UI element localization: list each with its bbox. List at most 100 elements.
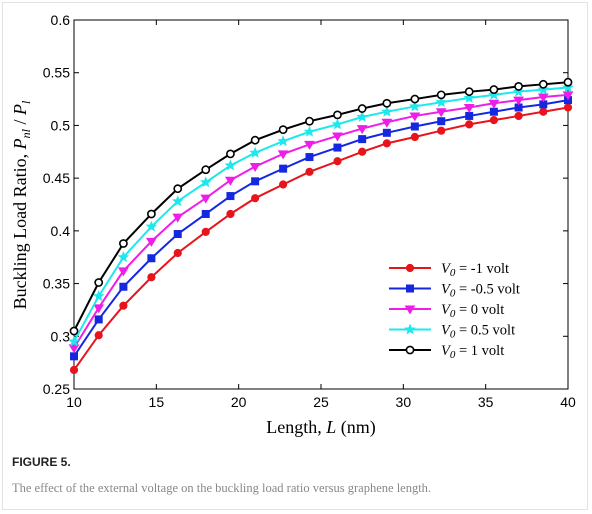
data-point xyxy=(278,125,288,135)
y-tick-label: 0.3 xyxy=(51,328,71,344)
data-point xyxy=(224,159,237,171)
data-point xyxy=(333,157,342,166)
data-point xyxy=(69,365,79,375)
data-point xyxy=(562,91,574,101)
data-point xyxy=(464,87,474,97)
series-4 xyxy=(69,77,573,336)
data-point xyxy=(249,163,261,173)
y-tick-label: 0.4 xyxy=(51,223,71,239)
data-point xyxy=(356,110,368,122)
data-point xyxy=(356,125,368,135)
data-point xyxy=(146,209,156,219)
data-point xyxy=(381,105,393,117)
data-point xyxy=(117,251,130,263)
data-point xyxy=(145,220,158,232)
data-point xyxy=(303,125,316,137)
data-point xyxy=(225,176,236,186)
x-tick-label: 35 xyxy=(478,394,494,410)
data-point xyxy=(305,116,314,126)
figure-caption: The effect of the external voltage on th… xyxy=(12,481,432,495)
data-point xyxy=(357,104,367,113)
data-point xyxy=(119,282,128,291)
data-point xyxy=(409,100,421,112)
data-point xyxy=(201,165,211,175)
series-line xyxy=(73,106,569,371)
figure-frame xyxy=(2,2,588,510)
data-point xyxy=(489,107,498,116)
data-point xyxy=(201,227,210,237)
legend-label: V0 = 1 volt xyxy=(441,343,504,361)
y-tick-label: 0.35 xyxy=(43,276,70,292)
data-point xyxy=(563,77,573,87)
data-point xyxy=(437,126,446,135)
data-point xyxy=(226,149,235,159)
data-point xyxy=(118,267,129,277)
legend-marker xyxy=(404,323,416,335)
y-tick-label: 0.55 xyxy=(43,65,70,81)
data-point xyxy=(201,209,210,218)
x-tick-label: 25 xyxy=(313,394,329,410)
data-point xyxy=(279,164,288,173)
legend: V0 = -1 volt V0 = -0.5 volt V0 = 0 volt V0 … xyxy=(389,261,520,361)
data-point xyxy=(93,304,105,314)
data-point xyxy=(147,254,156,263)
data-point xyxy=(539,107,548,116)
data-point xyxy=(382,139,391,148)
data-point xyxy=(437,117,446,126)
data-point xyxy=(410,94,420,104)
data-point xyxy=(70,352,78,361)
data-point xyxy=(489,116,498,125)
data-point xyxy=(537,93,549,103)
data-point xyxy=(172,213,184,223)
data-point xyxy=(68,335,80,347)
data-point xyxy=(119,301,128,310)
data-point xyxy=(279,180,288,189)
data-point xyxy=(512,85,525,97)
data-point xyxy=(514,111,523,121)
data-point xyxy=(465,120,474,129)
data-point xyxy=(226,209,235,219)
figure-label: FIGURE 5. xyxy=(12,455,71,469)
legend-label: V0 = -1 volt xyxy=(441,261,509,279)
data-point xyxy=(171,195,184,207)
series-line xyxy=(73,93,569,349)
data-point xyxy=(333,143,342,152)
x-tick-label: 30 xyxy=(396,394,412,410)
x-tick-label: 20 xyxy=(231,394,247,410)
data-point xyxy=(563,103,573,112)
data-point xyxy=(199,176,212,188)
data-point xyxy=(513,96,524,106)
data-point xyxy=(488,88,500,100)
data-point xyxy=(69,326,79,336)
data-point xyxy=(358,135,367,144)
data-point xyxy=(251,177,260,186)
data-point xyxy=(465,111,474,120)
data-point xyxy=(250,135,260,145)
data-point xyxy=(381,118,393,128)
data-point xyxy=(94,315,103,324)
data-point xyxy=(514,82,523,91)
legend-label: V0 = 0.5 volt xyxy=(441,323,515,341)
data-point xyxy=(488,99,500,109)
data-point xyxy=(489,85,499,94)
data-point xyxy=(173,248,182,258)
data-point xyxy=(382,128,391,137)
y-tick-label: 0.45 xyxy=(43,170,70,186)
legend-label: V0 = 0 volt xyxy=(441,302,504,320)
legend-label: V0 = -0.5 volt xyxy=(441,282,520,300)
data-point xyxy=(173,230,182,239)
data-point xyxy=(436,90,446,100)
data-point xyxy=(410,132,419,142)
data-point xyxy=(68,344,80,354)
data-point xyxy=(119,239,128,248)
data-point xyxy=(304,140,315,150)
data-point xyxy=(146,237,157,247)
x-tick-label: 10 xyxy=(66,394,82,410)
data-point xyxy=(332,132,343,142)
series-0 xyxy=(69,103,573,375)
series-line xyxy=(73,99,569,357)
data-point xyxy=(305,153,314,162)
legend-marker xyxy=(404,305,416,315)
y-tick-label: 0.25 xyxy=(43,381,70,397)
data-point xyxy=(537,83,550,95)
